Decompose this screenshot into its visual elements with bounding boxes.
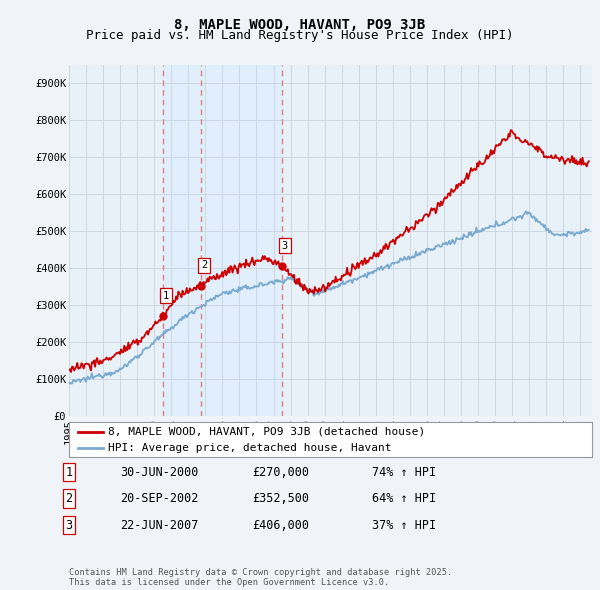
Text: 64% ↑ HPI: 64% ↑ HPI bbox=[372, 492, 436, 505]
Text: 8, MAPLE WOOD, HAVANT, PO9 3JB: 8, MAPLE WOOD, HAVANT, PO9 3JB bbox=[175, 18, 425, 32]
Text: Price paid vs. HM Land Registry's House Price Index (HPI): Price paid vs. HM Land Registry's House … bbox=[86, 30, 514, 42]
Text: 2: 2 bbox=[201, 260, 207, 270]
Text: 8, MAPLE WOOD, HAVANT, PO9 3JB (detached house): 8, MAPLE WOOD, HAVANT, PO9 3JB (detached… bbox=[108, 427, 425, 437]
Text: £406,000: £406,000 bbox=[252, 519, 309, 532]
Text: 3: 3 bbox=[65, 519, 73, 532]
Text: 30-JUN-2000: 30-JUN-2000 bbox=[120, 466, 199, 478]
Text: 22-JUN-2007: 22-JUN-2007 bbox=[120, 519, 199, 532]
Text: Contains HM Land Registry data © Crown copyright and database right 2025.
This d: Contains HM Land Registry data © Crown c… bbox=[69, 568, 452, 587]
Text: 2: 2 bbox=[65, 492, 73, 505]
Text: 74% ↑ HPI: 74% ↑ HPI bbox=[372, 466, 436, 478]
Text: £352,500: £352,500 bbox=[252, 492, 309, 505]
Text: 37% ↑ HPI: 37% ↑ HPI bbox=[372, 519, 436, 532]
Text: HPI: Average price, detached house, Havant: HPI: Average price, detached house, Hava… bbox=[108, 444, 392, 453]
Text: 3: 3 bbox=[282, 241, 288, 251]
Bar bbox=[163, 65, 281, 416]
Text: 1: 1 bbox=[163, 291, 169, 301]
Text: 1: 1 bbox=[65, 466, 73, 478]
Text: £270,000: £270,000 bbox=[252, 466, 309, 478]
Text: 20-SEP-2002: 20-SEP-2002 bbox=[120, 492, 199, 505]
